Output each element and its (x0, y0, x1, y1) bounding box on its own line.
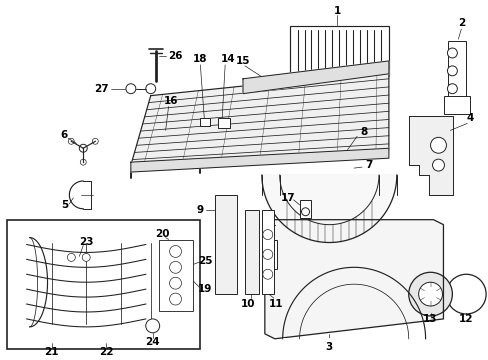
Text: 2: 2 (457, 18, 464, 28)
Text: 16: 16 (163, 96, 178, 105)
Circle shape (126, 84, 136, 94)
Circle shape (169, 277, 181, 289)
Text: 1: 1 (333, 6, 340, 16)
Text: 18: 18 (193, 54, 207, 64)
Text: 15: 15 (235, 56, 250, 66)
Circle shape (145, 84, 155, 94)
Text: 21: 21 (44, 347, 59, 357)
Circle shape (446, 274, 485, 314)
Circle shape (418, 282, 442, 306)
Text: 8: 8 (360, 127, 367, 138)
Circle shape (169, 246, 181, 257)
Polygon shape (131, 71, 388, 165)
Circle shape (263, 249, 272, 260)
Text: 5: 5 (61, 200, 68, 210)
Bar (262, 210, 273, 294)
Circle shape (447, 48, 456, 58)
Bar (447, 41, 466, 105)
Text: 14: 14 (221, 54, 235, 64)
Text: 3: 3 (325, 342, 332, 352)
Polygon shape (264, 220, 443, 339)
Circle shape (432, 159, 444, 171)
Bar (158, 239, 193, 311)
Circle shape (447, 84, 456, 94)
Bar (218, 118, 230, 129)
Text: 17: 17 (280, 193, 294, 203)
Text: 12: 12 (458, 314, 472, 324)
Circle shape (408, 272, 451, 316)
Circle shape (169, 293, 181, 305)
Text: 6: 6 (61, 130, 68, 140)
Polygon shape (282, 339, 425, 360)
Circle shape (80, 159, 86, 165)
Polygon shape (131, 148, 388, 172)
Bar (289, 26, 388, 76)
Text: 25: 25 (198, 256, 212, 266)
Bar (299, 200, 311, 218)
Circle shape (429, 137, 446, 153)
Text: 20: 20 (155, 229, 169, 239)
Bar (264, 239, 276, 269)
Polygon shape (408, 116, 452, 195)
Circle shape (447, 66, 456, 76)
Bar (7, 220, 200, 349)
Text: 4: 4 (466, 113, 473, 123)
Circle shape (145, 319, 160, 333)
Text: 7: 7 (365, 160, 372, 170)
Bar (244, 210, 258, 294)
Text: 26: 26 (168, 51, 183, 61)
Circle shape (79, 144, 87, 152)
Text: 11: 11 (268, 299, 283, 309)
Text: 23: 23 (79, 237, 93, 247)
Text: 13: 13 (423, 314, 437, 324)
Bar (215, 195, 237, 294)
Text: 24: 24 (145, 337, 160, 347)
Text: 9: 9 (196, 205, 203, 215)
Polygon shape (243, 61, 388, 94)
Circle shape (263, 230, 272, 239)
Text: 27: 27 (94, 84, 108, 94)
Circle shape (169, 261, 181, 273)
Circle shape (301, 208, 309, 216)
Text: 22: 22 (99, 347, 113, 357)
Circle shape (92, 138, 98, 144)
Circle shape (263, 269, 272, 279)
Text: 19: 19 (198, 284, 212, 294)
Text: 10: 10 (240, 299, 255, 309)
Circle shape (68, 138, 74, 144)
Bar (200, 118, 210, 126)
Circle shape (82, 253, 90, 261)
Bar (444, 96, 469, 113)
Polygon shape (262, 175, 396, 243)
Circle shape (67, 253, 75, 261)
